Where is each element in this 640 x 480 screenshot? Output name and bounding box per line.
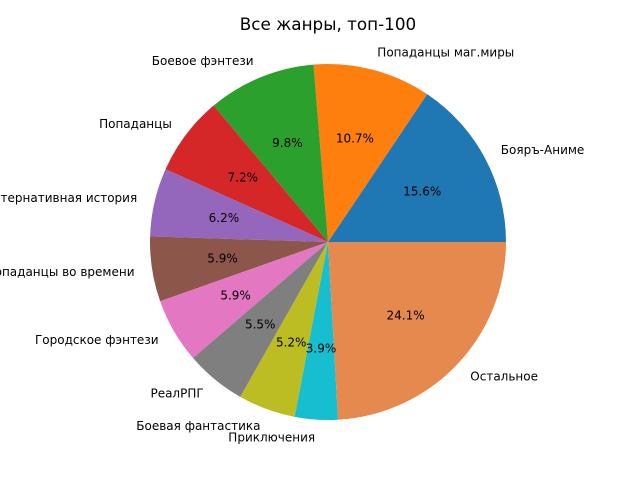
pie-slice-0 <box>328 94 506 243</box>
slice-label-5: Попаданцы во времени <box>0 265 135 279</box>
slice-label-1: Попаданцы маг.миры <box>377 46 514 60</box>
slice-pct-6: 5.9% <box>220 289 251 303</box>
slice-pct-9: 3.9% <box>306 342 337 356</box>
slice-pct-7: 5.5% <box>245 318 276 332</box>
pie-slice-6 <box>160 242 328 359</box>
pie-slice-2 <box>213 64 328 242</box>
slice-label-0: Бояръ-Аниме <box>501 143 585 157</box>
slice-pct-5: 5.9% <box>207 251 238 265</box>
pie-slice-9 <box>294 242 339 421</box>
slice-pct-1: 10.7% <box>336 132 374 146</box>
slice-pct-10: 24.1% <box>387 308 425 322</box>
slice-label-2: Боевое фэнтези <box>152 54 254 68</box>
pie-slice-3 <box>165 105 328 242</box>
slice-label-8: Боевая фантастика <box>136 419 260 433</box>
slice-label-6: Городское фэнтези <box>35 333 159 347</box>
slice-pct-0: 15.6% <box>403 185 441 199</box>
slice-pct-8: 5.2% <box>276 335 307 349</box>
slice-pct-4: 6.2% <box>209 211 240 225</box>
pie-labels: Бояръ-Аниме 15.6% Попаданцы маг.миры 10.7% Б… <box>0 46 584 445</box>
chart-title: Все жанры, топ-100 <box>240 14 416 34</box>
pie-slice-8 <box>240 242 328 417</box>
slice-label-4: Альтернативная история <box>0 191 137 205</box>
slice-label-7: РеалРПГ <box>150 386 203 400</box>
slice-label-9: Приключения <box>228 430 315 444</box>
pie-slices <box>150 63 506 421</box>
pie-slice-10 <box>328 242 506 420</box>
pie-slice-1 <box>313 63 428 242</box>
slice-label-10: Остальное <box>470 370 538 384</box>
slice-pct-3: 7.2% <box>228 171 259 185</box>
pie-slice-5 <box>150 236 328 302</box>
pie-slice-4 <box>150 169 328 242</box>
slice-label-3: Попаданцы <box>99 117 172 131</box>
pie-slice-7 <box>193 242 328 397</box>
slice-pct-2: 9.8% <box>272 136 303 150</box>
